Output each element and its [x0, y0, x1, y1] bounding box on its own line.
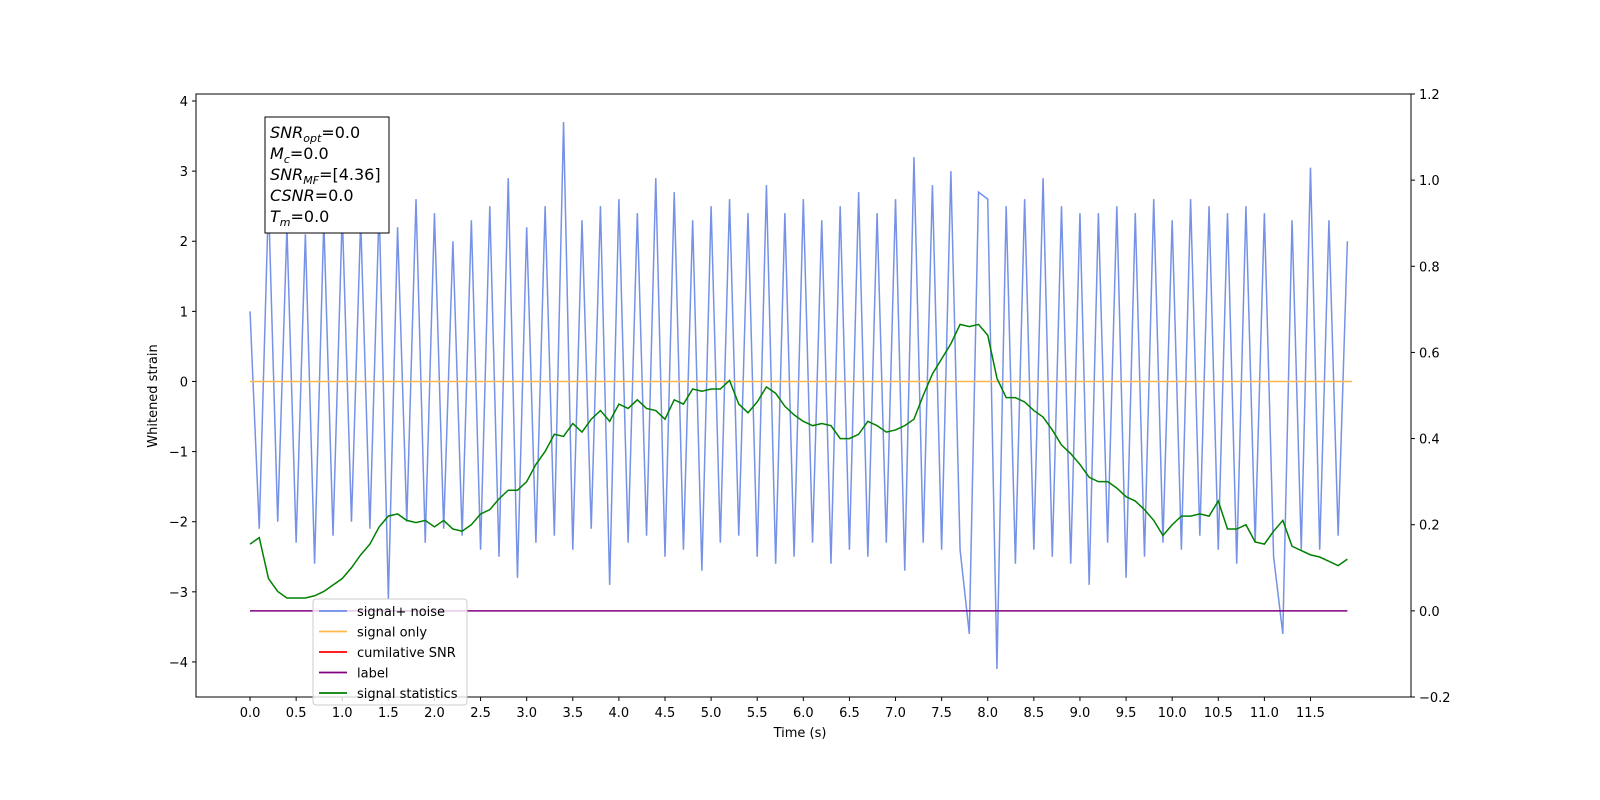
series-line	[249, 323, 1348, 599]
y2-tick-label: −0.2	[1419, 691, 1451, 706]
legend: signal+ noise signal only cumilative SNR la…	[312, 598, 468, 706]
series-line	[249, 122, 1349, 669]
y-tick-label: 0	[180, 375, 188, 390]
annotation-subscript: c	[284, 153, 290, 166]
annotation-symbol: SNR	[270, 165, 303, 184]
x-tick-label: 7.5	[931, 706, 952, 721]
y-tick-label: 4	[180, 95, 188, 110]
y-tick-label: −3	[169, 586, 188, 601]
x-tick-label: 3.5	[562, 706, 583, 721]
x-tick-label: 0.5	[286, 706, 307, 721]
x-tick-label: 0.0	[240, 706, 261, 721]
x-tick-label: 3.0	[516, 706, 537, 721]
x-tick-label: 8.0	[977, 706, 998, 721]
annotation-text: SNRMF=[4.36]	[270, 165, 381, 187]
annotation-symbol: SNR	[270, 123, 303, 142]
x-tick-label: 4.0	[609, 706, 630, 721]
plot-frame	[195, 93, 1412, 698]
annotation-text: Mc=0.0	[270, 144, 329, 166]
annotation-box: SNRopt=0.0Mc=0.0SNRMF=[4.36]CSNR=0.0Tm=0…	[264, 116, 390, 234]
annotation-value: =0.0	[290, 144, 329, 163]
y-tick-label: −2	[169, 516, 188, 531]
x-tick-label: 1.5	[378, 706, 399, 721]
annotation-value: =[4.36]	[319, 165, 381, 184]
annotation-text: CSNR=0.0	[270, 186, 354, 205]
legend-label: cumilative SNR	[357, 646, 456, 661]
x-tick-label: 9.5	[1116, 706, 1137, 721]
annotation-subscript: MF	[303, 174, 319, 187]
annotation-symbol: T	[270, 207, 281, 226]
annotation-subscript: m	[280, 216, 291, 229]
x-tick-label: 10.5	[1204, 706, 1233, 721]
x-tick-label: 5.0	[701, 706, 722, 721]
annotation-value: =0.0	[315, 186, 354, 205]
y-tick-label: 2	[180, 235, 188, 250]
legend-label: label	[357, 667, 388, 682]
annotation-value: =0.0	[291, 207, 330, 226]
x-tick-label: 2.0	[424, 706, 445, 721]
y-tick-label: −4	[169, 656, 188, 671]
y2-tick-label: 0.0	[1419, 605, 1440, 620]
y2-tick-label: 0.8	[1419, 260, 1440, 275]
y2-tick-label: 1.0	[1419, 174, 1440, 189]
annotation-subscript: opt	[303, 132, 322, 145]
annotation-symbol: CSNR	[270, 186, 315, 205]
legend-label: signal+ noise	[357, 605, 445, 620]
legend-label: signal only	[357, 626, 427, 641]
y-tick-label: −1	[169, 446, 188, 461]
y-tick-label: 3	[180, 165, 188, 180]
legend-label: signal statistics	[357, 687, 458, 702]
x-tick-label: 10.0	[1158, 706, 1187, 721]
x-axis-label: Time (s)	[773, 726, 827, 741]
legend-frame	[312, 598, 468, 706]
x-tick-label: 6.5	[839, 706, 860, 721]
x-tick-label: 2.5	[470, 706, 491, 721]
x-tick-label: 4.5	[655, 706, 676, 721]
x-tick-label: 6.0	[793, 706, 814, 721]
y-tick-label: 1	[180, 305, 188, 320]
y2-tick-label: 0.6	[1419, 346, 1440, 361]
x-tick-label: 1.0	[332, 706, 353, 721]
y2-tick-label: 1.2	[1419, 88, 1440, 103]
x-tick-label: 7.0	[885, 706, 906, 721]
x-tick-label: 11.5	[1296, 706, 1325, 721]
annotation-frame	[264, 116, 390, 234]
y2-tick-label: 0.2	[1419, 519, 1440, 534]
x-tick-label: 11.0	[1250, 706, 1279, 721]
annotation-value: =0.0	[321, 123, 360, 142]
annotation-text: SNRopt=0.0	[270, 123, 360, 145]
y2-tick-label: 0.4	[1419, 433, 1440, 448]
x-tick-label: 9.0	[1070, 706, 1091, 721]
annotation-symbol: M	[270, 144, 284, 163]
y-axis-label: Whitened strain	[146, 344, 161, 447]
annotation-text: Tm=0.0	[270, 207, 329, 229]
x-tick-label: 5.5	[747, 706, 768, 721]
x-tick-label: 8.5	[1024, 706, 1045, 721]
